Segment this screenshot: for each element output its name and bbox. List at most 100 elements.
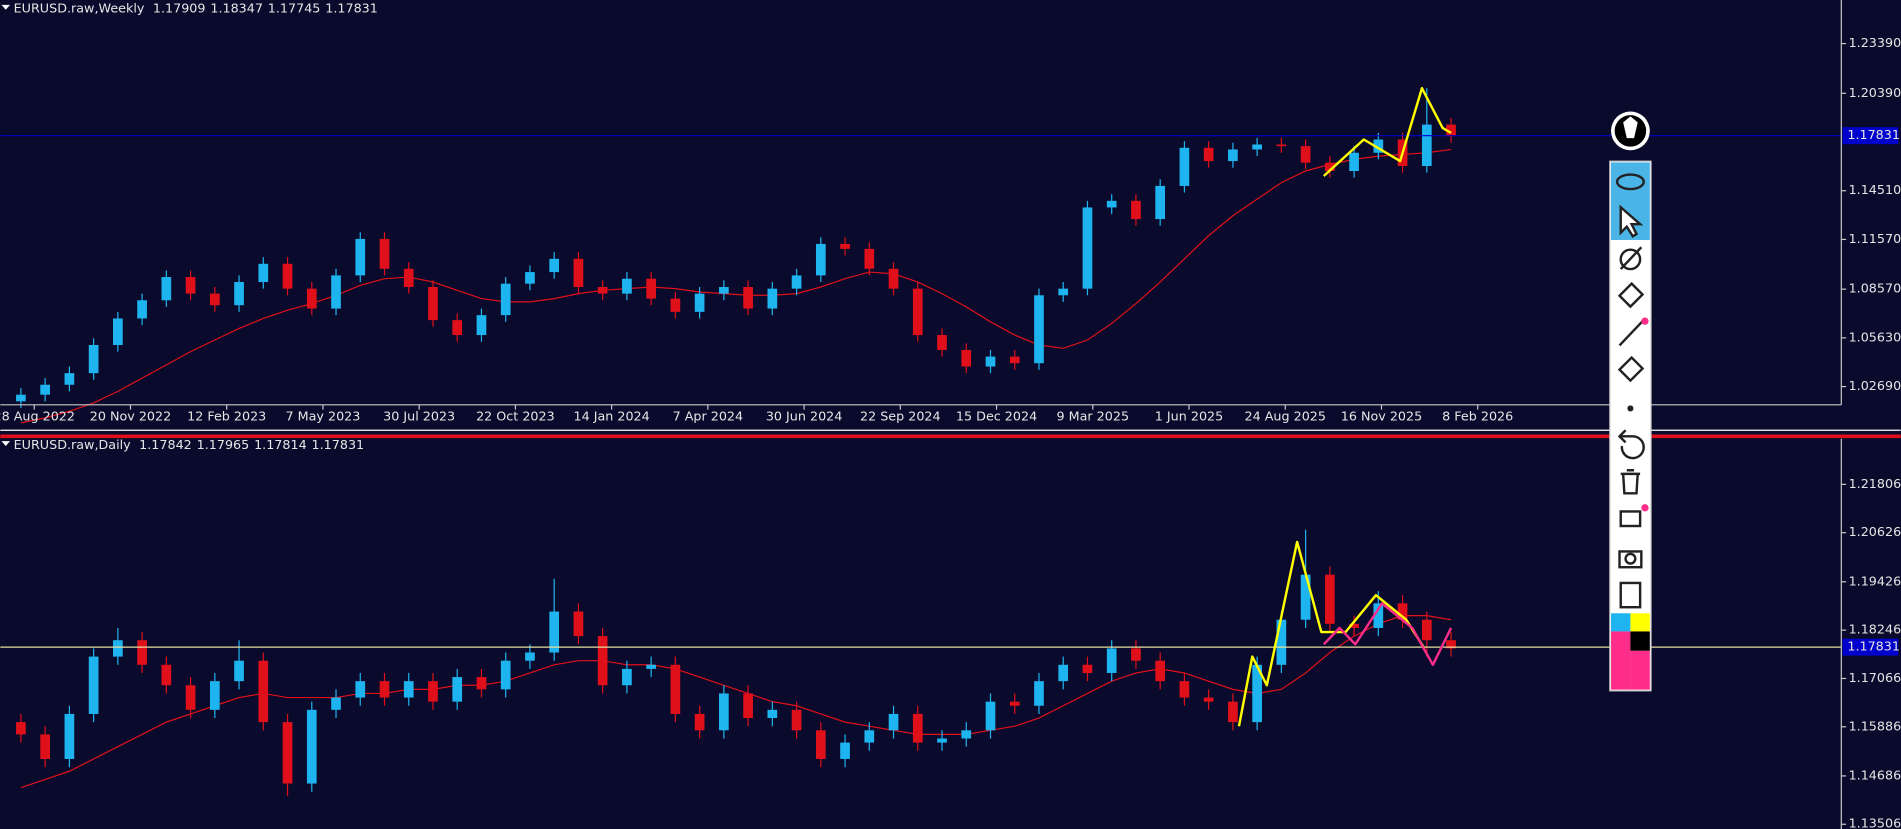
candle-body [1300,146,1311,163]
candle-body [209,681,220,710]
candle-body [549,611,560,653]
candle-body [306,288,317,309]
candle-body [694,713,705,731]
candle-body [1106,200,1117,208]
eraser-tool[interactable] [1617,355,1645,383]
candle-body [88,344,99,374]
candle-body [16,394,26,402]
candle-body [1131,648,1141,661]
line-tool[interactable] [1618,320,1644,347]
pen-nib [1623,116,1638,139]
candle-body [1276,619,1287,665]
candle-body [525,272,535,284]
candle-body [864,248,875,269]
candle-body [234,660,244,682]
candle-body [912,288,923,336]
candle-body [476,315,487,336]
price-tick-label: 1.18246 [1849,622,1901,637]
candle-body [597,286,608,294]
candle-body [88,656,99,714]
candle-body [1082,207,1093,289]
candle-body [1009,356,1020,364]
candle-body [912,713,923,743]
undo-tool[interactable] [1617,429,1645,460]
date-label: 24 Aug 2025 [1245,408,1326,423]
candle-body [815,730,826,759]
price-tick-label: 1.17066 [1849,670,1901,685]
candle-body [1421,124,1432,167]
candle-body [258,263,269,283]
candle-body [840,243,850,249]
collapse-arrow [1,441,10,447]
candle-body [961,730,972,739]
pointer-tool[interactable] [1619,204,1644,239]
candle-body [282,263,293,289]
color-dot [1641,504,1649,512]
candle-body [234,282,244,306]
candle-body [137,300,147,319]
eye-tool[interactable] [1615,173,1645,191]
candle-body [137,640,147,665]
delete-tool[interactable] [1620,469,1641,495]
candle-body [452,320,463,336]
price-tick-label: 1.15886 [1849,718,1901,733]
date-label: 14 Jan 2024 [574,408,650,423]
price-tag-label: 1.17831 [1847,639,1900,654]
candle-body [500,660,511,690]
candle-body [1179,681,1190,698]
candle-body [258,660,269,723]
candle-body [622,668,632,686]
dot-size[interactable] [1627,405,1634,412]
candle-body [64,373,75,385]
candle-body [1106,648,1117,673]
price-tag-label: 1.17831 [1847,127,1900,142]
collapse-arrow [1,4,10,10]
date-label: 1 Jun 2025 [1155,408,1223,423]
candle-body [525,652,535,661]
candle-body [1058,288,1069,296]
camera-tool[interactable] [1618,550,1643,569]
candle-body [646,278,656,299]
swatch-pink[interactable] [1611,631,1631,690]
candle-body [767,709,778,719]
clipboard-tool[interactable] [1619,581,1642,609]
price-tag [1842,127,1899,145]
swatch-cyan[interactable] [1611,613,1631,632]
candle-body [888,713,899,731]
pane-header: EURUSD.raw,Weekly 1.17909 1.18347 1.17745 1.… [14,0,378,15]
swatch-yellow[interactable] [1630,613,1650,632]
toolbar-panel [1609,160,1652,692]
candle-body [1252,144,1262,150]
candle-body [16,722,26,735]
price-tick-label: 1.19426 [1849,573,1901,588]
candle-body [670,664,681,714]
candle-body [185,685,196,710]
candle-body [403,681,414,698]
candle-body [549,258,560,273]
date-label: 8 Feb 2026 [1442,408,1513,423]
swatch-pink[interactable] [1630,650,1650,690]
ohlc-value: 1.17909 [153,0,206,15]
candle-body [622,278,632,294]
candle-body [1446,124,1456,137]
screen-tool[interactable] [1619,510,1642,528]
swatch-black[interactable] [1630,631,1650,651]
candle-body [937,335,947,350]
price-tick-label: 1.23390 [1849,35,1901,50]
candle-body [1349,623,1359,628]
price-tick-label: 1.14686 [1849,767,1901,782]
candle-body [452,677,463,702]
color-dot [1641,317,1649,325]
price-tick-label: 1.21806 [1849,476,1901,491]
date-label: 16 Nov 2025 [1341,408,1422,423]
candle-body [1179,147,1190,186]
date-label: 9 Mar 2025 [1057,408,1130,423]
candle-body [719,286,729,294]
candle-body [815,243,826,276]
date-label: 7 Apr 2024 [673,408,744,423]
measure-tool[interactable] [1619,248,1642,271]
marker-tool[interactable] [1617,281,1645,309]
